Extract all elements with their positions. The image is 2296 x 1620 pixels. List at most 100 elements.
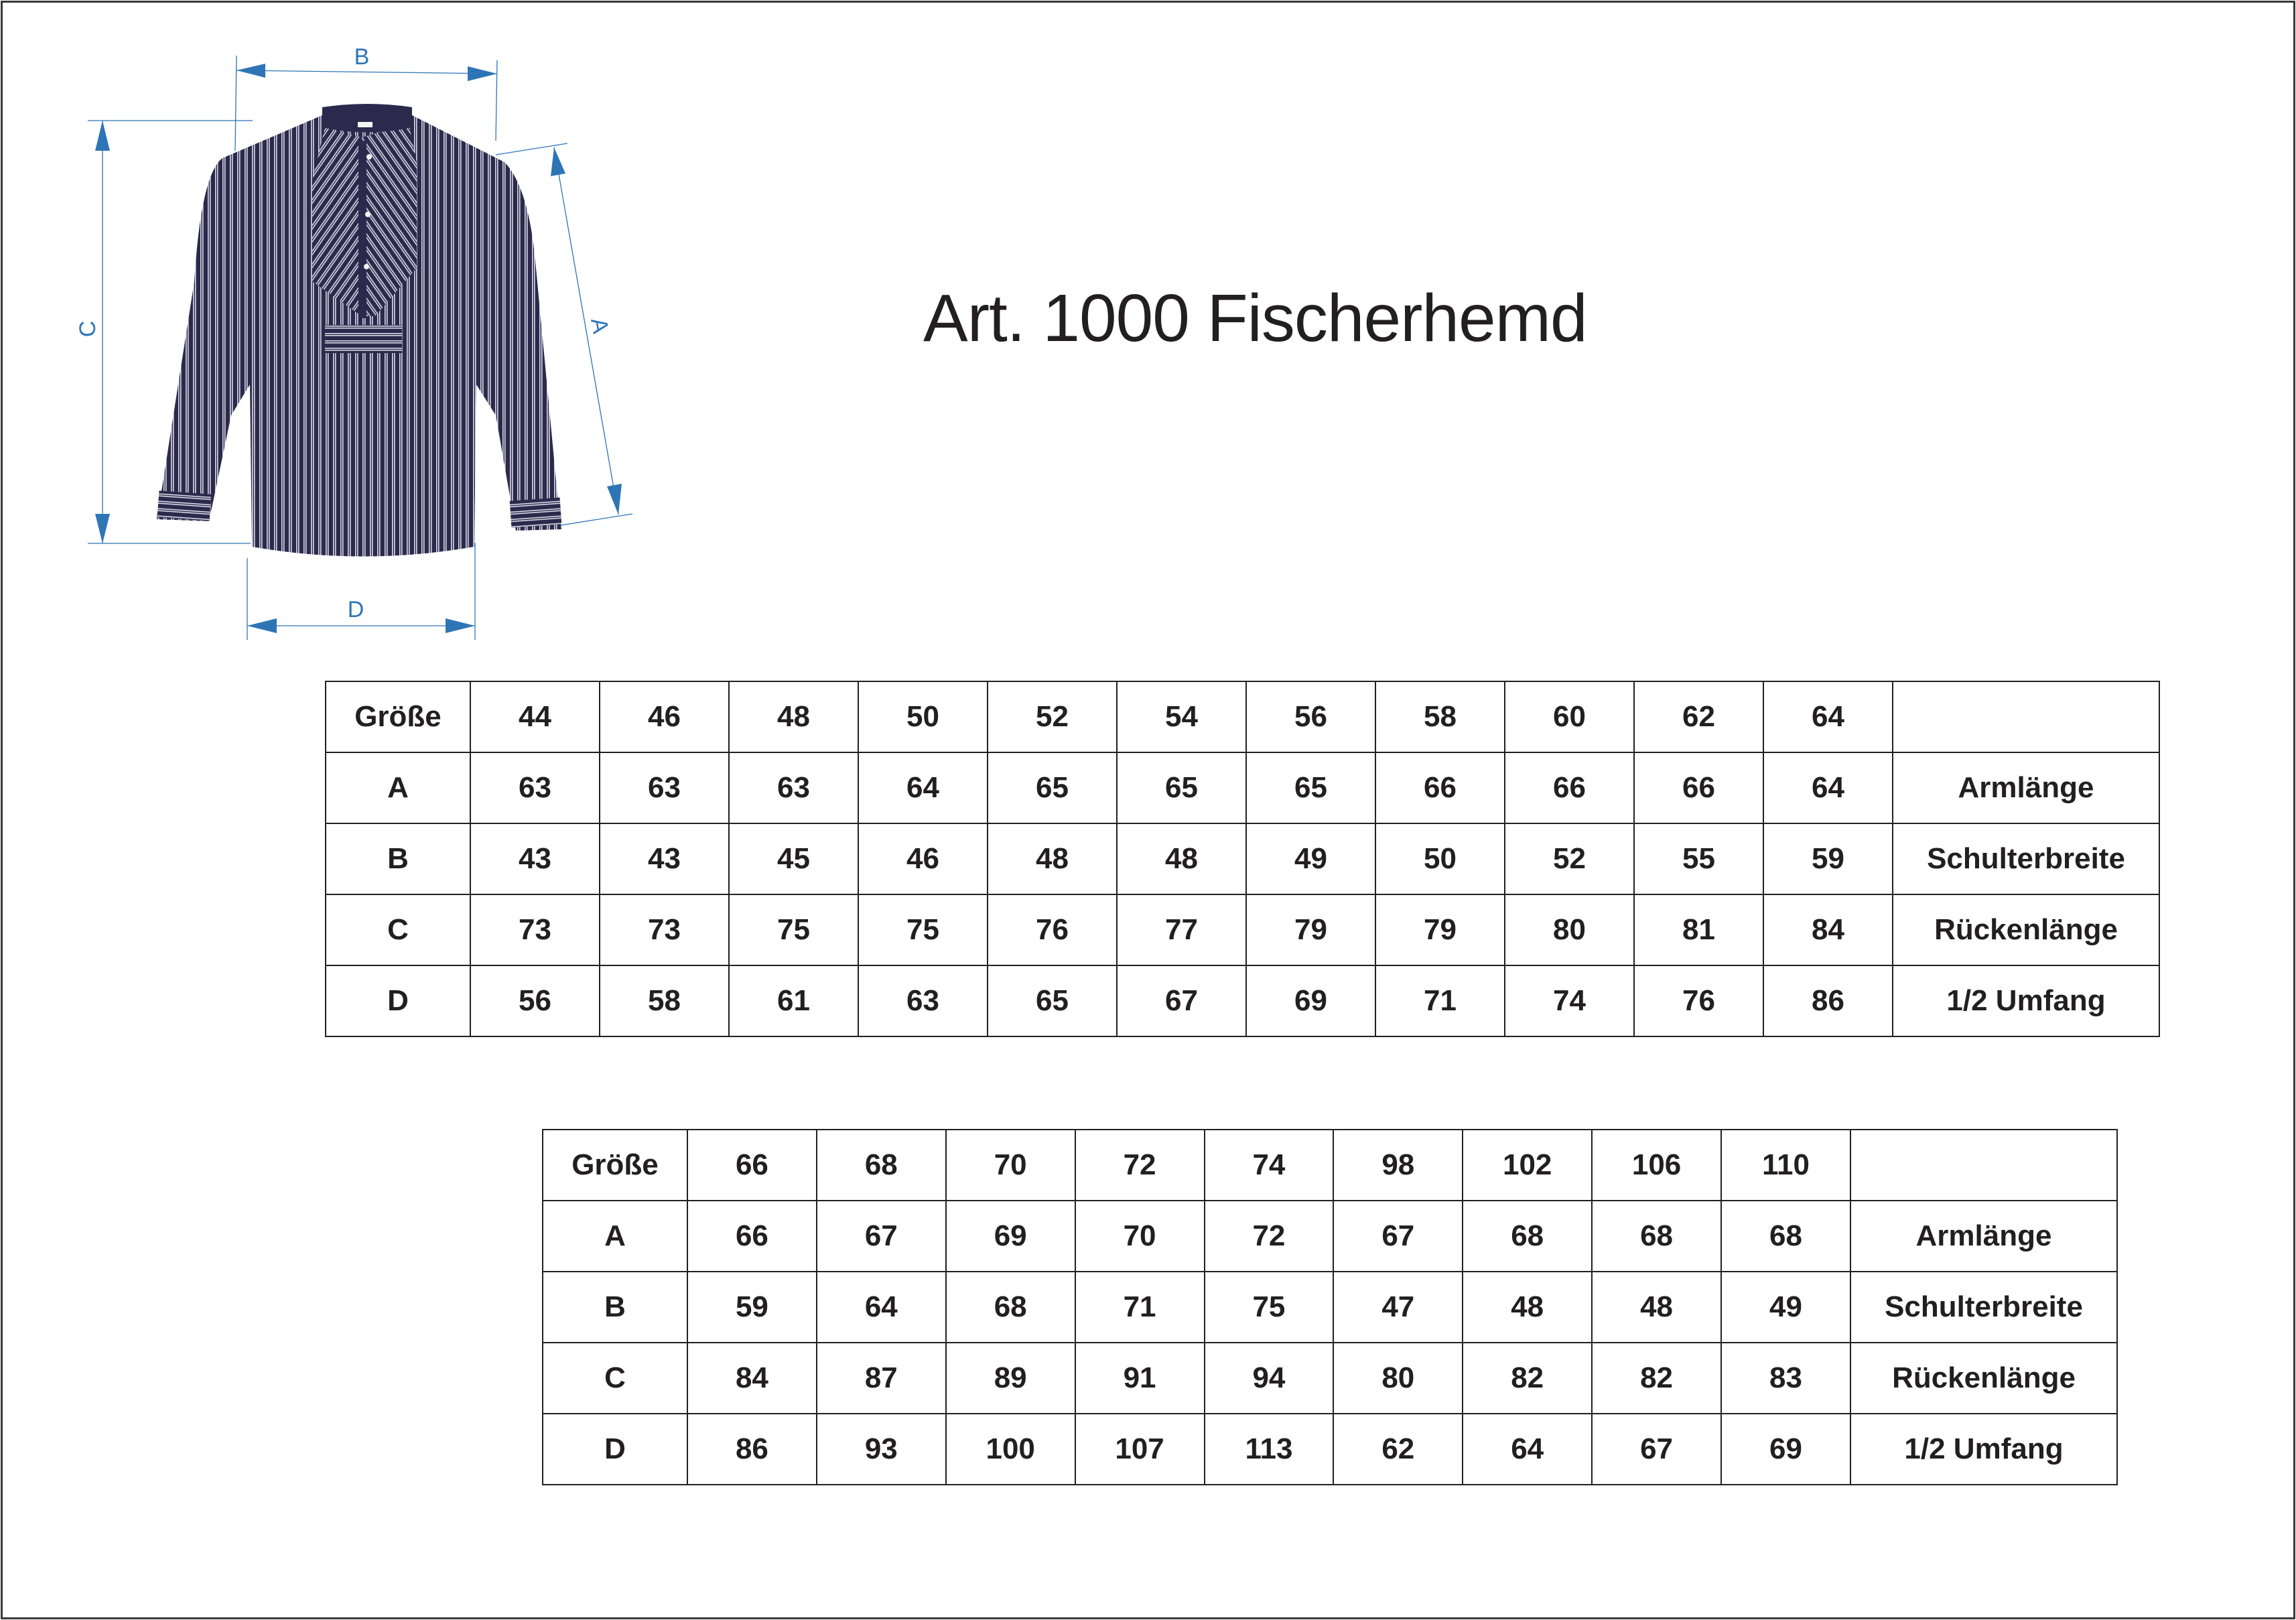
value-cell: 55 — [1633, 823, 1764, 895]
table-row: B 59 64 68 71 75 47 48 48 49 Schulterbreite — [542, 1271, 2118, 1343]
shirt-image — [156, 104, 562, 557]
value-cell: 87 — [815, 1342, 947, 1414]
value-cell: 71 — [1375, 965, 1505, 1037]
value-cell: 60 — [1504, 681, 1635, 753]
button — [364, 264, 369, 269]
bib-left — [312, 128, 362, 316]
measurement-name-cell: Armlänge — [1850, 1200, 2118, 1272]
arrow-head — [551, 147, 565, 176]
arrow-head — [237, 64, 265, 78]
value-cell: 48 — [1462, 1271, 1593, 1343]
arrow-head — [95, 121, 110, 151]
value-cell: 48 — [987, 823, 1118, 895]
arrow-head — [607, 484, 622, 515]
row-label-cell: Größe — [542, 1129, 688, 1201]
value-cell: 93 — [815, 1413, 947, 1485]
value-cell: 91 — [1074, 1342, 1205, 1414]
value-cell: 76 — [987, 894, 1118, 966]
table-row: C 84 87 89 91 94 80 82 82 83 Rückenlänge — [542, 1342, 2118, 1414]
value-cell: 65 — [987, 965, 1118, 1037]
value-cell: 43 — [470, 823, 600, 895]
value-cell: 66 — [1504, 752, 1635, 824]
value-cell: 67 — [1116, 965, 1247, 1037]
value-cell: 49 — [1720, 1271, 1851, 1343]
value-cell: 98 — [1333, 1129, 1464, 1201]
value-cell: 106 — [1591, 1129, 1722, 1201]
value-cell: 58 — [1375, 681, 1505, 753]
value-cell: 58 — [599, 965, 730, 1037]
measurement-name-cell: 1/2 Umfang — [1850, 1413, 2118, 1485]
value-cell: 94 — [1203, 1342, 1335, 1414]
value-cell: 50 — [1375, 823, 1505, 895]
arrow-head — [468, 66, 497, 81]
value-cell: 70 — [1074, 1200, 1205, 1272]
value-cell: 75 — [728, 894, 859, 966]
page-title: Art. 1000 Fischerhemd — [923, 281, 1588, 356]
value-cell: 63 — [858, 965, 988, 1037]
value-cell: 82 — [1462, 1342, 1593, 1414]
table-row: A 63 63 63 64 65 65 65 66 66 66 64 Armlänge — [325, 752, 2160, 824]
row-label-cell: C — [325, 894, 471, 966]
value-cell: 46 — [599, 681, 730, 753]
arrow-head — [247, 618, 277, 633]
value-cell: 72 — [1203, 1200, 1335, 1272]
value-cell: 76 — [1633, 965, 1764, 1037]
value-cell: 68 — [815, 1129, 947, 1201]
dimension-label-c: C — [75, 321, 100, 338]
value-cell: 73 — [470, 894, 600, 966]
value-cell: 73 — [599, 894, 730, 966]
value-cell: 64 — [858, 752, 988, 824]
measurement-name-cell: Rückenlänge — [1850, 1342, 2118, 1414]
value-cell: 54 — [1116, 681, 1247, 753]
size-table-1: Größe 44 46 48 50 52 54 56 58 60 62 64 A 63 63 63 64 65 65… — [325, 681, 2160, 1037]
value-cell: 71 — [1074, 1271, 1205, 1343]
placket — [358, 141, 366, 318]
measurement-name-cell: Armlänge — [1892, 752, 2160, 824]
shirt-measurement-diagram: B C A D — [75, 44, 633, 640]
value-cell: 86 — [687, 1413, 817, 1485]
table-row: D 56 58 61 63 65 67 69 71 74 76 86 1/2 Umfang — [325, 965, 2160, 1037]
value-cell: 56 — [470, 965, 600, 1037]
value-cell: 67 — [1591, 1413, 1722, 1485]
value-cell: 77 — [1116, 894, 1247, 966]
row-label-cell: A — [325, 752, 471, 824]
dimension-label-b: B — [354, 44, 370, 70]
measurement-name-cell: Schulterbreite — [1892, 823, 2160, 895]
value-cell: 49 — [1245, 823, 1376, 895]
row-label-cell: C — [542, 1342, 688, 1414]
value-cell: 79 — [1375, 894, 1505, 966]
value-cell: 52 — [987, 681, 1118, 753]
value-cell: 66 — [1375, 752, 1505, 824]
header-row: Größe 66 68 70 72 74 98 102 106 110 — [542, 1129, 2118, 1201]
label-tag — [358, 122, 373, 127]
value-cell: 45 — [728, 823, 859, 895]
value-cell: 110 — [1720, 1129, 1851, 1201]
measurement-name-cell: Schulterbreite — [1850, 1271, 2118, 1343]
value-cell: 59 — [687, 1271, 817, 1343]
value-cell: 63 — [728, 752, 859, 824]
table-row: C 73 73 75 75 76 77 79 79 80 81 84 Rückenlänge — [325, 894, 2160, 966]
value-cell: 75 — [858, 894, 988, 966]
row-label-cell: B — [325, 823, 471, 895]
arrow-head — [95, 514, 110, 543]
value-cell: 84 — [1763, 894, 1893, 966]
value-cell: 43 — [599, 823, 730, 895]
table-row: B 43 43 45 46 48 48 49 50 52 55 59 Schulterbreite — [325, 823, 2160, 895]
row-label-cell: A — [542, 1200, 688, 1272]
value-cell: 74 — [1203, 1129, 1335, 1201]
dimension-lines — [88, 55, 633, 640]
table-row: D 86 93 100 107 113 62 64 67 69 1/2 Umfang — [542, 1413, 2118, 1485]
measurement-name-cell — [1850, 1129, 2118, 1201]
value-cell: 50 — [858, 681, 988, 753]
value-cell: 48 — [1591, 1271, 1722, 1343]
value-cell: 82 — [1591, 1342, 1722, 1414]
value-cell: 74 — [1504, 965, 1635, 1037]
row-label-cell: B — [542, 1271, 688, 1343]
right-cuff — [509, 497, 562, 528]
value-cell: 69 — [1245, 965, 1376, 1037]
value-cell: 59 — [1763, 823, 1893, 895]
value-cell: 63 — [470, 752, 600, 824]
value-cell: 68 — [1462, 1200, 1593, 1272]
table-row: A 66 67 69 70 72 67 68 68 68 Armlänge — [542, 1200, 2118, 1272]
